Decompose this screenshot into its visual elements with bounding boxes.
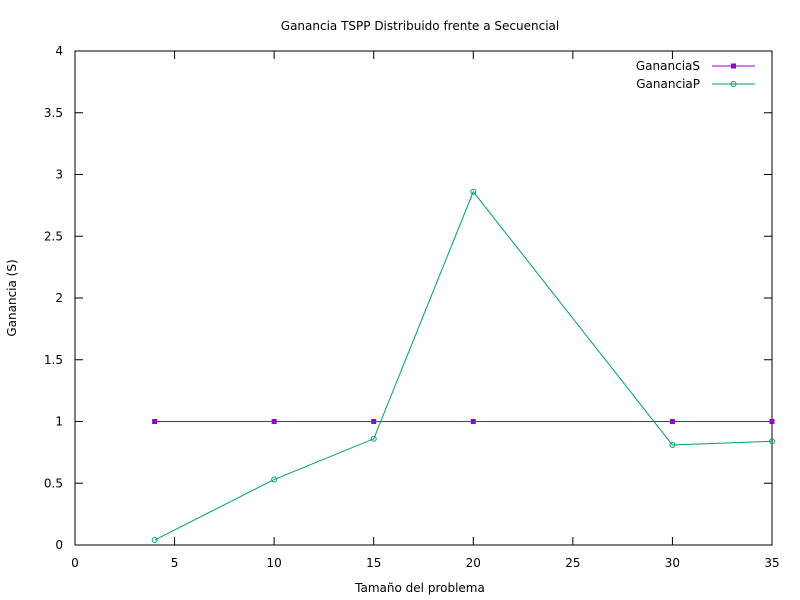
x-tick-label: 15	[366, 556, 381, 570]
y-tick-label: 1.5	[44, 353, 63, 367]
data-point-gananciap	[271, 476, 278, 483]
y-tick-label: 0	[55, 538, 63, 552]
legend-marker-ganancias	[731, 63, 736, 69]
y-tick-label: 4	[55, 44, 63, 58]
series-line-gananciap	[154, 190, 773, 541]
legend: GananciaS GananciaP	[636, 59, 755, 91]
legend-label-gananciap: GananciaP	[636, 77, 700, 91]
legend-label-ganancias: GananciaS	[636, 59, 700, 73]
data-point-ganancias	[669, 419, 675, 424]
x-tick-label: 30	[665, 556, 680, 570]
y-tick-label: 2	[55, 291, 63, 305]
data-point-ganancias	[152, 419, 158, 424]
x-axis-label: Tamaño del problema	[354, 581, 485, 595]
x-tick-label: 10	[267, 556, 282, 570]
axes: 0 5 10 15 20 25 30 35 0 0.5 1 1.5 2 2.5 3 3.5 4	[44, 44, 780, 570]
data-point-gananciap	[470, 188, 477, 195]
y-tick-label: 3.5	[44, 106, 63, 120]
data-point-ganancias	[769, 419, 775, 424]
data-point-ganancias	[271, 419, 277, 424]
series-group	[151, 188, 775, 544]
data-point-ganancias	[371, 419, 377, 424]
x-tick-label: 35	[764, 556, 779, 570]
data-point-ganancias	[470, 419, 476, 424]
y-tick-label: 1	[55, 415, 63, 429]
y-tick-label: 3	[55, 168, 63, 182]
data-point-gananciap	[769, 438, 775, 445]
legend-marker-gananciap	[730, 81, 737, 87]
y-axis-label: Ganancia (S)	[5, 259, 19, 336]
chart-title: Ganancia TSPP Distribuido frente a Secue…	[281, 19, 559, 33]
data-point-gananciap	[669, 441, 676, 448]
plot-area	[74, 50, 773, 546]
data-point-gananciap	[151, 537, 158, 544]
data-point-gananciap	[370, 435, 377, 442]
x-tick-label: 20	[466, 556, 481, 570]
x-tick-label: 5	[171, 556, 179, 570]
x-tick-label: 0	[71, 556, 79, 570]
y-tick-label: 0.5	[44, 476, 63, 490]
x-tick-label: 25	[565, 556, 580, 570]
y-tick-label: 2.5	[44, 229, 63, 243]
